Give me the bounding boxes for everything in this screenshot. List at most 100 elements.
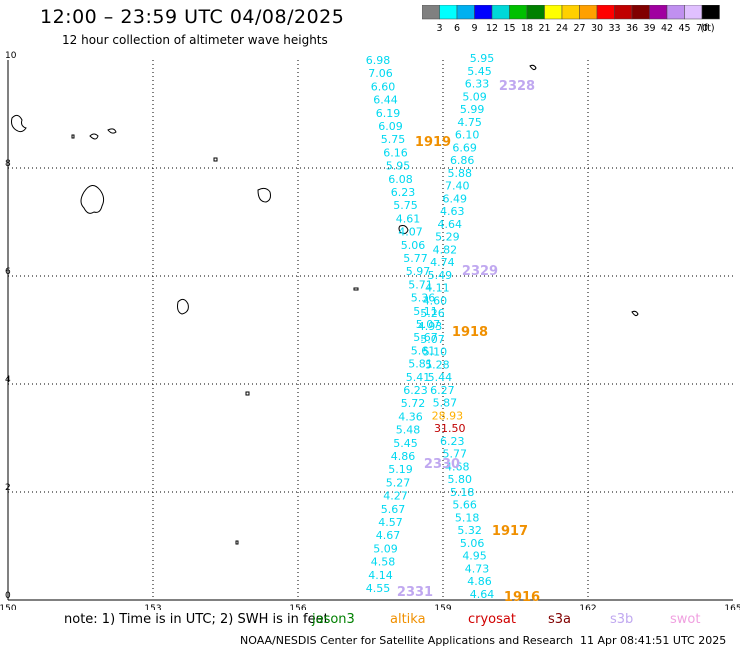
legend-tick-label: 39 [643,23,655,34]
wave-height-value: 5.49 [428,269,453,282]
orbit-pass-label: 2328 [499,79,535,94]
wave-height-value: 6.19 [376,107,401,120]
wave-height-value: 31.50 [434,422,466,435]
wave-height-value: 4.63 [440,205,465,218]
orbit-pass-label: 1919 [415,135,451,150]
wave-height-value: 5.95 [386,160,411,173]
wave-height-value: 5.45 [393,437,418,450]
legend-tick-label: 45 [678,23,690,34]
x-tick-label: 150 [0,604,17,610]
wave-height-value: 5.88 [447,167,472,180]
wave-height-value: 4.58 [371,556,396,569]
wave-height-value: 4.67 [376,529,401,542]
generation-timestamp: 11 Apr 08:41:51 UTC 2025 [580,634,727,647]
island-outline [235,540,239,545]
legend-tick-label: 18 [521,23,533,34]
wave-height-value: 4.74 [430,256,455,269]
y-tick-label: 6 [5,267,11,277]
legend-tick-label: 70 [696,23,708,34]
wave-height-value: 4.55 [366,582,391,595]
footer-note: note: 1) Time is in UTC; 2) SWH is in fe… [64,612,329,627]
wave-height-value: 4.82 [433,243,458,256]
wave-height-value: 5.75 [393,199,418,212]
wave-height-value: 4.61 [396,212,421,225]
wave-height-value: 5.32 [457,524,482,537]
legend-tick-label: 36 [626,23,638,34]
wave-height-value: 5.99 [460,103,485,116]
island-outline [107,128,117,134]
island-outline [11,114,27,133]
wave-height-value: 6.86 [450,154,475,167]
map-title: 12:00 – 23:59 UTC 04/08/2025 [40,6,345,28]
satellite-label-cryosat: cryosat [468,612,516,627]
y-tick-label: 2 [5,483,11,493]
wave-height-value: 4.36 [398,410,423,423]
wave-height-value: 6.60 [371,80,396,93]
legend-tick-label: 42 [661,23,673,34]
island-outline [177,298,189,315]
wave-height-value: 5.44 [428,371,453,384]
island-outline [631,310,639,317]
x-tick-label: 156 [289,604,306,610]
wave-height-value: 4.93 [418,320,443,333]
wave-height-value: 5.29 [435,231,460,244]
wave-height-value: 5.81 [408,358,433,371]
wave-height-value: 5.26 [420,307,445,320]
legend-tick-label: 27 [573,23,585,34]
y-tick-label: 10 [5,51,17,61]
x-tick-label: 162 [579,604,596,610]
y-tick-label: 0 [5,591,11,601]
island-outline [353,287,359,291]
wave-height-value: 5.19 [388,463,413,476]
map-subtitle: 12 hour collection of altimeter wave hei… [62,33,328,47]
wave-height-value: 6.09 [378,120,403,133]
wave-height-value: 5.09 [373,542,398,555]
x-tick-label: 165 [724,604,740,610]
wave-height-value: 5.67 [381,503,406,516]
y-tick-label: 8 [5,159,11,169]
x-tick-label: 153 [144,604,161,610]
wave-height-value: 4.95 [462,550,487,563]
orbit-pass-label: 1918 [452,325,488,340]
wave-height-value: 4.27 [383,490,408,503]
wave-height-value: 6.16 [383,146,408,159]
wave-height-value: 6.27 [430,384,455,397]
wave-height-value: 6.10 [455,129,480,142]
wave-height-value: 6.23 [440,435,465,448]
wave-height-value: 4.60 [423,294,448,307]
wave-height-value: 5.67 [413,331,438,344]
wave-height-value: 4.86 [391,450,416,463]
wave-height-value: 5.48 [396,424,421,437]
wave-height-value: 4.75 [457,116,482,129]
wave-height-value: 6.98 [366,54,391,67]
orbit-pass-label: 1916 [504,590,540,605]
island-outline [257,187,271,203]
wave-height-value: 6.23 [403,384,428,397]
orbit-pass-label: 2329 [462,264,498,279]
wave-height-value: 5.97 [406,265,431,278]
wave-height-value: 4.07 [398,226,423,239]
wave-height-value: 5.07 [416,318,441,331]
wave-height-value: 6.44 [373,94,398,107]
orbit-pass-label: 2331 [397,585,433,600]
island-outline [245,391,250,396]
altimeter-tracks: 6.987.066.606.446.196.095.756.165.956.08… [366,52,495,601]
island-outline [89,133,99,140]
island-outline [71,134,75,139]
legend-tick-label: 3 [436,23,442,34]
wave-height-value: 5.72 [401,397,426,410]
credit-line: NOAA/NESDIS Center for Satellite Applica… [240,634,574,647]
wave-height-value: 4.68 [445,460,470,473]
wave-height-value: 5.87 [433,397,458,410]
satellite-label-s3b: s3b [610,612,634,627]
wave-height-value: 5.11 [413,305,438,318]
wave-height-value: 5.77 [443,448,468,461]
orbit-pass-label: 1917 [492,524,528,539]
x-tick-label: 159 [434,604,451,610]
wave-height-value: 7.40 [445,180,470,193]
wave-height-value: 5.09 [462,90,487,103]
legend-tick-label: 21 [538,23,550,34]
lat-lon-grid: 150 153 156 159 162 165 0 2 4 6 8 10 [0,51,740,610]
wave-height-value: 6.33 [465,78,490,91]
